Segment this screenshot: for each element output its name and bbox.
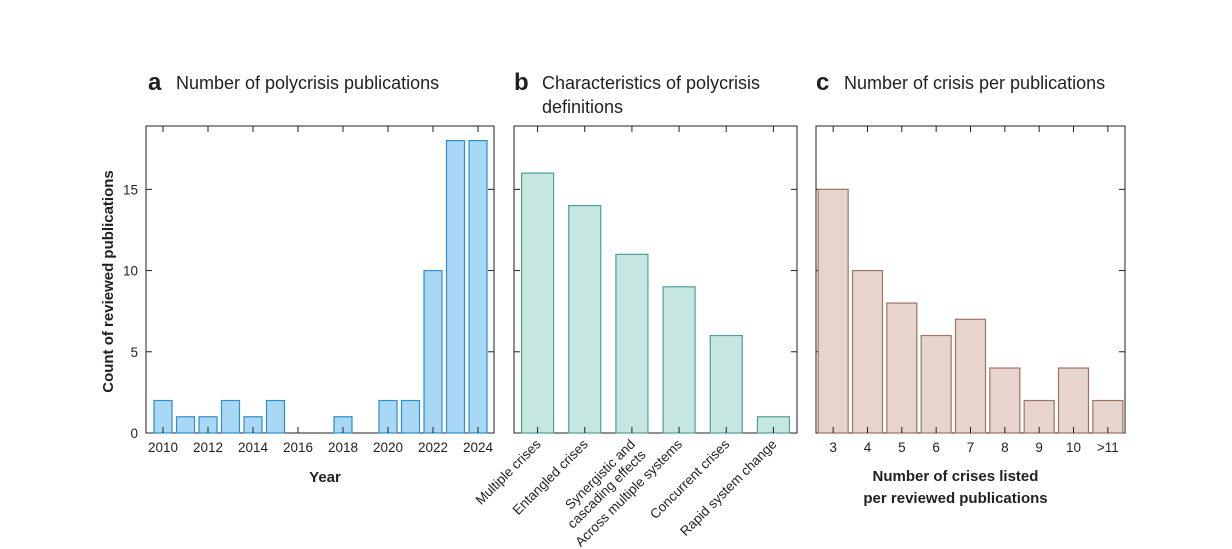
bar-7 <box>1057 367 1090 434</box>
x-tick-label: 2018 <box>328 440 358 455</box>
bar-2013 <box>220 399 241 434</box>
bar-1 <box>851 269 884 434</box>
chart-title-line: definitions <box>542 97 623 117</box>
bar-0 <box>520 172 555 434</box>
x-tick-label: 2014 <box>238 440 269 455</box>
bar-2 <box>615 253 649 434</box>
category-label-line: Concurrent crises <box>647 436 733 522</box>
panel-c: c Number of crisis per publications 3 4 5 6 7 8… <box>815 69 1126 507</box>
x-tick-label: 2010 <box>148 440 178 455</box>
x-tick-label: >11 <box>1097 440 1119 455</box>
bar-3 <box>662 286 696 434</box>
y-axis-title: Count of reviewed publications <box>100 170 117 393</box>
x-tick-label: 8 <box>1001 440 1009 455</box>
category-label: Concurrent crises <box>647 436 733 522</box>
x-axis-title: Year <box>309 469 341 486</box>
x-tick-label: 2016 <box>283 440 313 455</box>
x-tick-label: 7 <box>967 440 975 455</box>
bar-5 <box>989 367 1021 434</box>
bar-2011 <box>175 416 196 434</box>
x-axis-title-line: per reviewed publications <box>863 490 1047 507</box>
x-tick-label: 9 <box>1035 440 1043 455</box>
chart-title: Number of crisis per publications <box>844 73 1105 93</box>
panel-letter: c <box>816 69 829 96</box>
chart-title: Number of polycrisis publications <box>176 73 439 93</box>
category-label-line: Rapid system change <box>677 437 779 539</box>
y-tick-label: 10 <box>123 264 138 279</box>
plot-frame <box>145 125 495 434</box>
y-tick-label: 15 <box>123 182 138 197</box>
bar-3 <box>920 334 952 434</box>
x-tick-label: 3 <box>829 440 837 455</box>
x-tick-label: 2012 <box>193 440 223 455</box>
panel-letter: b <box>514 69 529 96</box>
bar-2023 <box>445 140 466 434</box>
x-tick-label: 10 <box>1066 440 1081 455</box>
x-tick-label: 6 <box>932 440 940 455</box>
bar-4 <box>709 334 743 434</box>
bar-2 <box>886 302 918 434</box>
bar-2021 <box>400 399 421 434</box>
bar-0 <box>817 188 849 434</box>
bar-1 <box>568 204 602 434</box>
y-tick-label: 5 <box>130 345 138 360</box>
x-axis-title-line: Number of crises listed <box>873 468 1039 485</box>
x-tick-label: 4 <box>864 440 872 455</box>
y-tick-label: 0 <box>130 426 138 441</box>
panel-letter: a <box>148 69 162 96</box>
x-tick-label: 2020 <box>373 440 403 455</box>
x-tick-label: 2024 <box>463 440 494 455</box>
panel-b: b Characteristics of polycrisis definition… <box>473 69 798 549</box>
bar-4 <box>954 318 987 434</box>
chart-title-line: Characteristics of polycrisis <box>542 73 760 93</box>
x-tick-label: 2022 <box>418 440 448 455</box>
bar-2015 <box>265 399 286 434</box>
plot-frame <box>513 125 798 434</box>
panel-a: a Number of polycrisis publications 0 5 10 15… <box>100 69 495 486</box>
category-label: Rapid system change <box>677 437 779 539</box>
x-tick-label: 5 <box>898 440 906 455</box>
bar-2022 <box>423 269 443 434</box>
bar-2024 <box>468 140 488 434</box>
